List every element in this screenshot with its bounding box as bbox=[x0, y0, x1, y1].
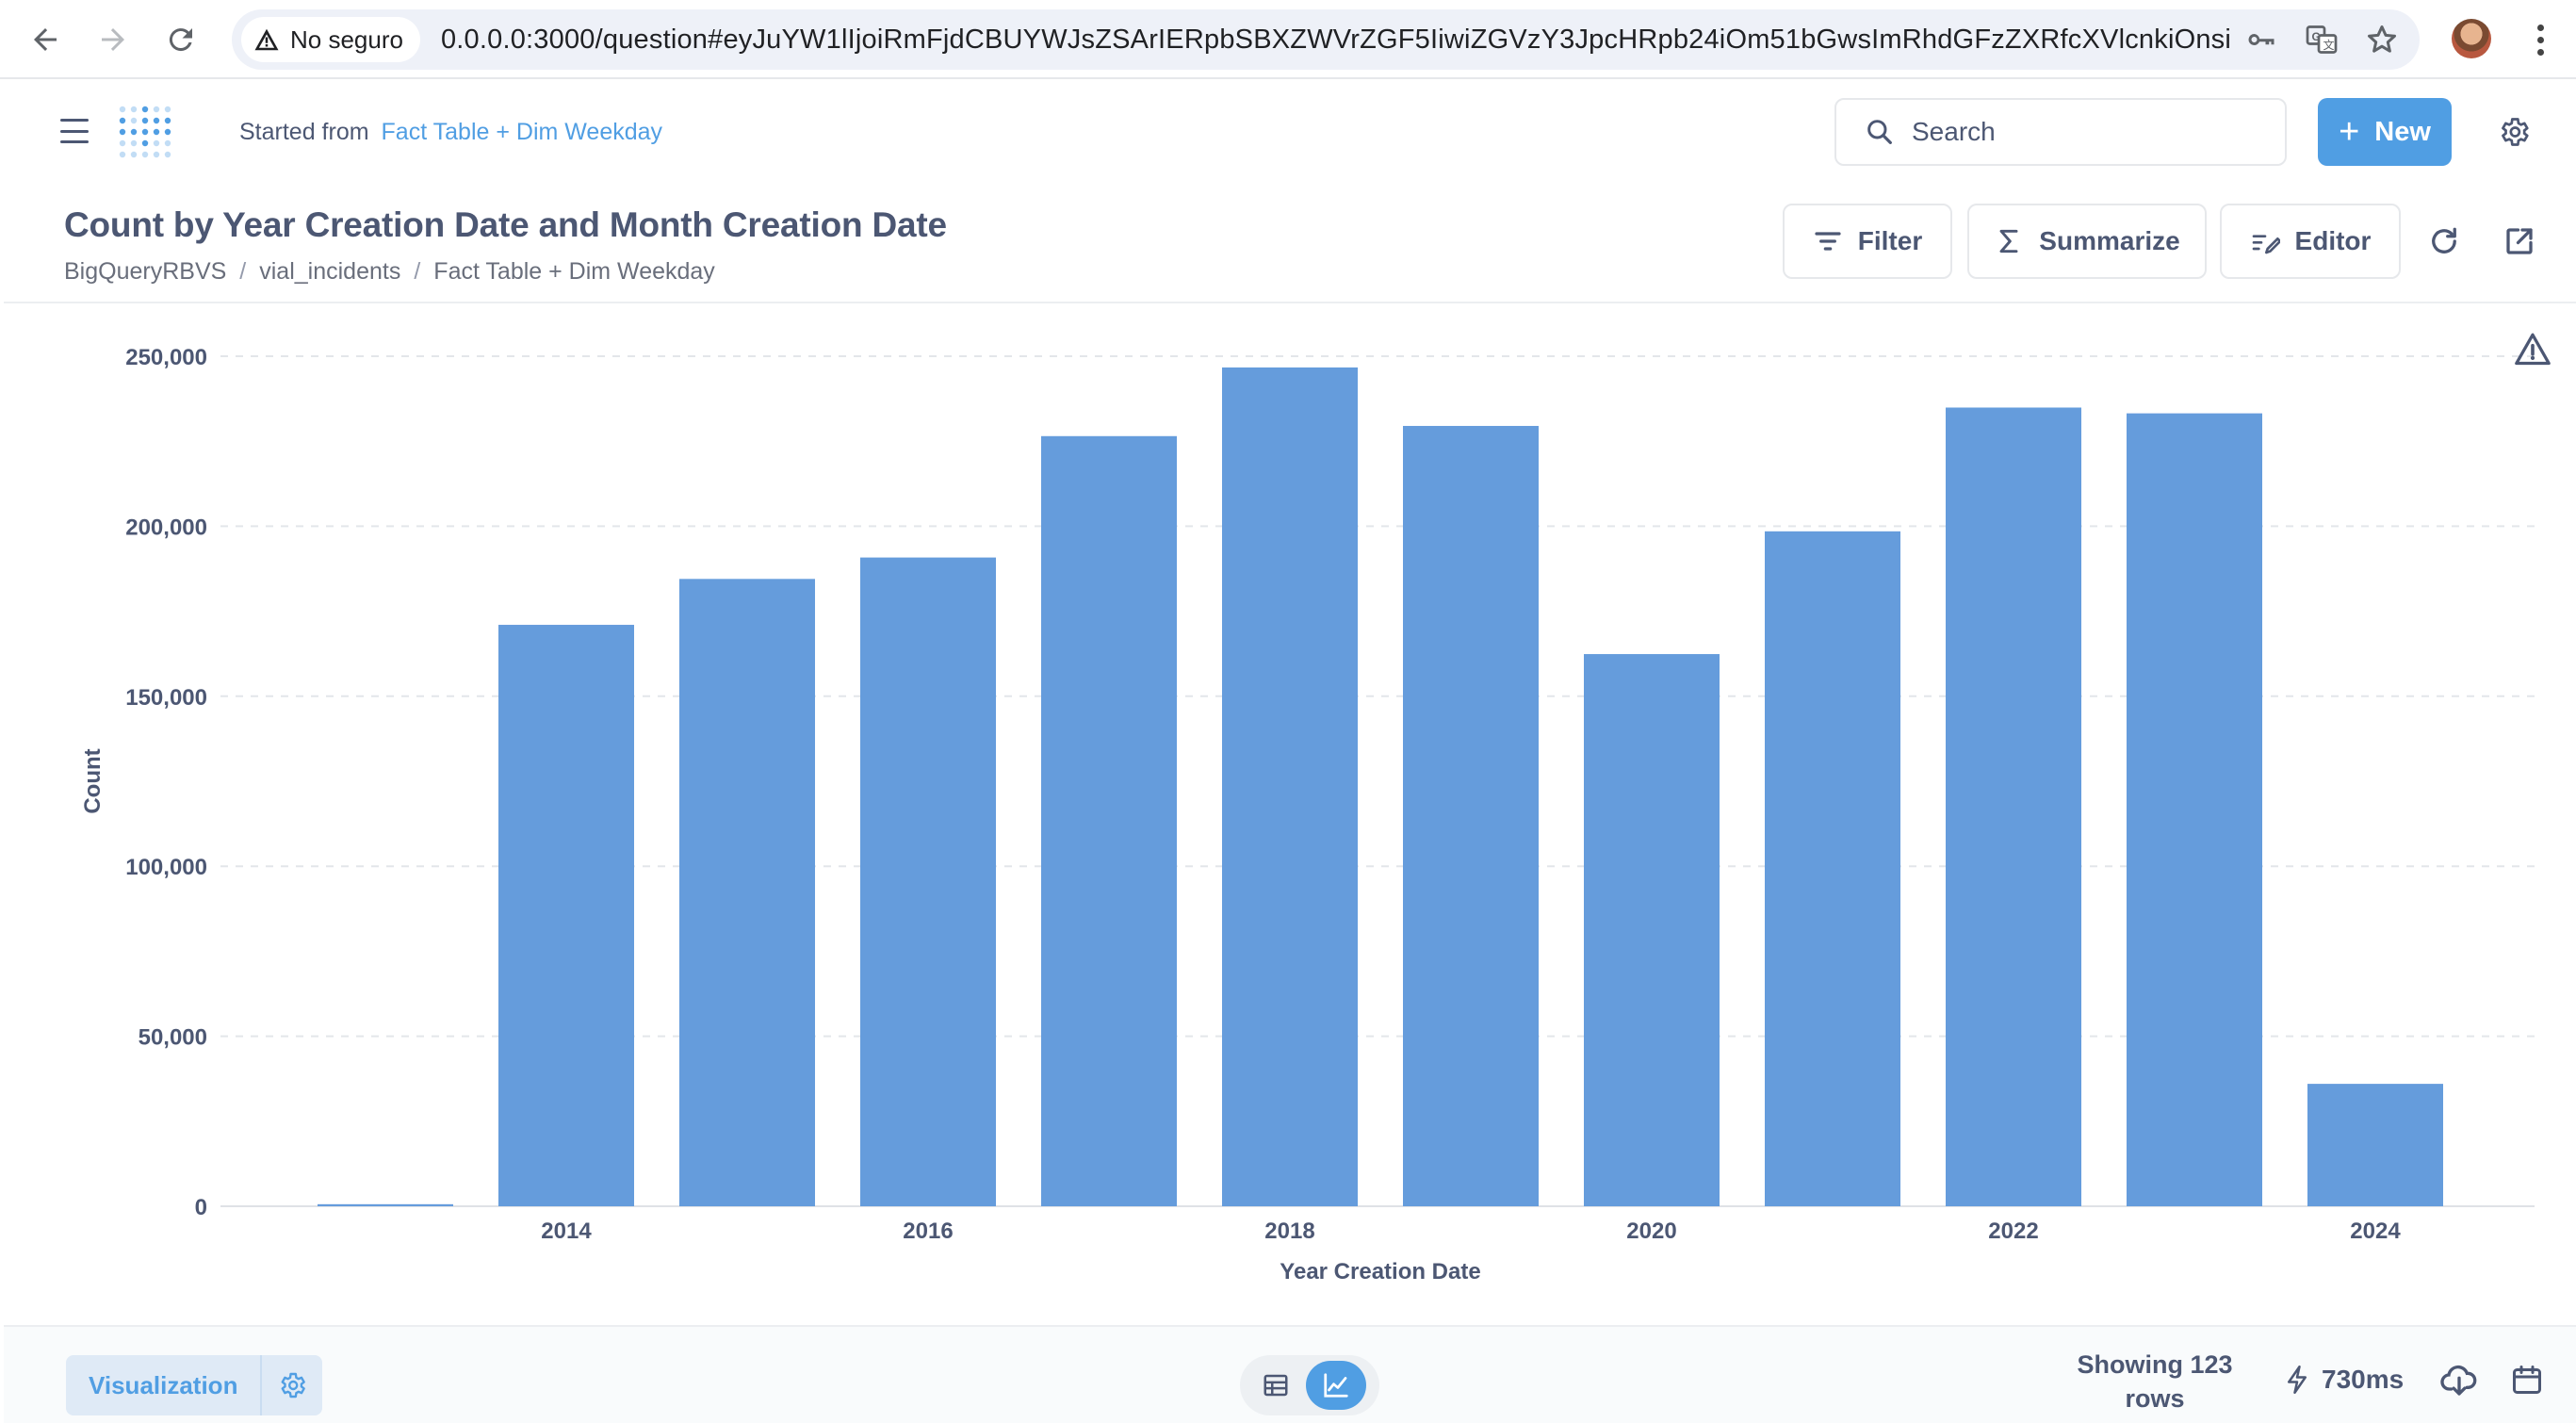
svg-text:文: 文 bbox=[2323, 38, 2335, 52]
breadcrumb-table[interactable]: Fact Table + Dim Weekday bbox=[433, 258, 715, 285]
table-icon bbox=[1264, 1374, 1288, 1397]
line-chart-icon bbox=[1324, 1373, 1348, 1398]
translate-icon[interactable]: G文 bbox=[2305, 23, 2339, 57]
x-tick-label: 2020 bbox=[1626, 1219, 1676, 1244]
y-tick-label: 150,000 bbox=[125, 685, 207, 711]
y-tick-label: 250,000 bbox=[125, 345, 207, 370]
profile-avatar[interactable] bbox=[2452, 19, 2491, 58]
footer-bar: Visualization Showing 123 rows 730ms bbox=[4, 1325, 2576, 1423]
y-tick-label: 200,000 bbox=[125, 515, 207, 540]
breadcrumb-separator: / bbox=[239, 258, 247, 285]
notebook-icon bbox=[2252, 235, 2280, 254]
search-placeholder: Search bbox=[1912, 117, 1996, 146]
bar bbox=[860, 557, 996, 1206]
security-chip[interactable]: No seguro bbox=[241, 17, 420, 62]
table-view-toggle[interactable] bbox=[1246, 1361, 1306, 1410]
bar bbox=[1041, 435, 1177, 1207]
breadcrumb-schema[interactable]: vial_incidents bbox=[259, 258, 401, 285]
x-axis-title: Year Creation Date bbox=[1280, 1259, 1480, 1284]
bar bbox=[2127, 413, 2262, 1207]
started-from-prefix: Started from bbox=[239, 119, 369, 145]
bar bbox=[679, 579, 815, 1206]
x-tick-label: 2018 bbox=[1264, 1219, 1314, 1244]
calendar-icon[interactable] bbox=[2510, 1361, 2544, 1398]
warning-icon[interactable] bbox=[2514, 332, 2552, 366]
hamburger-menu-icon[interactable] bbox=[60, 119, 89, 143]
new-button[interactable]: + New bbox=[2318, 98, 2452, 166]
svg-text:G: G bbox=[2312, 30, 2321, 43]
share-icon[interactable] bbox=[2503, 224, 2536, 258]
x-tick-label: 2024 bbox=[2350, 1219, 2401, 1244]
breadcrumb-separator: / bbox=[414, 258, 421, 285]
y-tick-label: 100,000 bbox=[125, 855, 207, 880]
gear-icon[interactable] bbox=[2497, 115, 2531, 149]
summarize-label: Summarize bbox=[2039, 226, 2180, 255]
editor-button[interactable]: Editor bbox=[2220, 204, 2401, 279]
header-divider bbox=[4, 302, 2576, 303]
bar bbox=[498, 625, 634, 1206]
bar bbox=[1222, 367, 1358, 1207]
filter-icon bbox=[1815, 232, 1841, 251]
browser-toolbar: No seguro 0.0.0.0:3000/question#eyJuYW1l… bbox=[0, 0, 2576, 79]
started-from: Started from Fact Table + Dim Weekday bbox=[239, 119, 662, 146]
new-button-label: New bbox=[2374, 116, 2431, 147]
query-timing: 730ms bbox=[2284, 1365, 2404, 1395]
timing-label: 730ms bbox=[2322, 1365, 2405, 1394]
y-tick-label: 50,000 bbox=[139, 1025, 207, 1051]
page-title[interactable]: Count by Year Creation Date and Month Cr… bbox=[64, 205, 947, 244]
star-icon[interactable] bbox=[2365, 23, 2399, 57]
plus-icon: + bbox=[2339, 112, 2360, 152]
summarize-button[interactable]: Summarize bbox=[1967, 204, 2207, 279]
bar bbox=[2307, 1084, 2443, 1206]
y-tick-label: 0 bbox=[195, 1195, 207, 1220]
download-icon[interactable] bbox=[2440, 1361, 2478, 1398]
security-label: No seguro bbox=[290, 25, 403, 54]
url-text[interactable]: 0.0.0.0:3000/question#eyJuYW1lIjoiRmFjdC… bbox=[440, 24, 2231, 55]
editor-label: Editor bbox=[2294, 226, 2372, 255]
bar bbox=[1765, 531, 1900, 1206]
visualization-label: Visualization bbox=[89, 1370, 238, 1399]
warning-icon bbox=[254, 28, 279, 51]
bar bbox=[1403, 425, 1539, 1206]
x-tick-label: 2016 bbox=[903, 1219, 953, 1244]
bar bbox=[318, 1203, 453, 1206]
lightning-icon bbox=[2288, 1366, 2307, 1394]
forward-arrow-icon[interactable] bbox=[83, 9, 143, 70]
visualization-button[interactable]: Visualization bbox=[66, 1355, 260, 1415]
key-icon[interactable] bbox=[2244, 23, 2278, 57]
address-bar[interactable]: No seguro 0.0.0.0:3000/question#eyJuYW1l… bbox=[232, 9, 2420, 70]
browser-menu-icon[interactable] bbox=[2521, 17, 2559, 62]
chart-settings-button[interactable] bbox=[260, 1355, 322, 1415]
visualization-controls: Visualization bbox=[66, 1355, 323, 1415]
x-tick-label: 2022 bbox=[1988, 1219, 2038, 1244]
search-icon bbox=[1867, 120, 1892, 144]
refresh-icon[interactable] bbox=[2427, 224, 2461, 258]
row-count: Showing 123 rows bbox=[2077, 1350, 2233, 1413]
chart-view-toggle[interactable] bbox=[1306, 1361, 1366, 1410]
app-header: Started from Fact Table + Dim Weekday Se… bbox=[0, 81, 2576, 187]
reload-icon[interactable] bbox=[151, 9, 211, 70]
y-axis-title: Count bbox=[80, 748, 106, 813]
gear-icon bbox=[281, 1372, 306, 1398]
back-arrow-icon[interactable] bbox=[15, 9, 75, 70]
filter-button[interactable]: Filter bbox=[1783, 204, 1952, 279]
display-toggle bbox=[1240, 1355, 1379, 1415]
bar bbox=[1584, 654, 1720, 1206]
bar-chart: 0 50,000 100,000 150,000 200,000 250,000 2014 2… bbox=[80, 345, 2535, 1284]
bar bbox=[1946, 407, 2081, 1206]
started-from-link[interactable]: Fact Table + Dim Weekday bbox=[381, 119, 663, 145]
metabase-logo[interactable] bbox=[117, 102, 173, 164]
filter-label: Filter bbox=[1857, 226, 1923, 255]
sigma-icon bbox=[1999, 229, 2018, 254]
breadcrumb: BigQueryRBVS / vial_incidents / Fact Tab… bbox=[64, 258, 715, 286]
x-tick-label: 2014 bbox=[541, 1219, 592, 1244]
breadcrumb-database[interactable]: BigQueryRBVS bbox=[64, 258, 227, 285]
search-input[interactable]: Search bbox=[1834, 98, 2287, 166]
